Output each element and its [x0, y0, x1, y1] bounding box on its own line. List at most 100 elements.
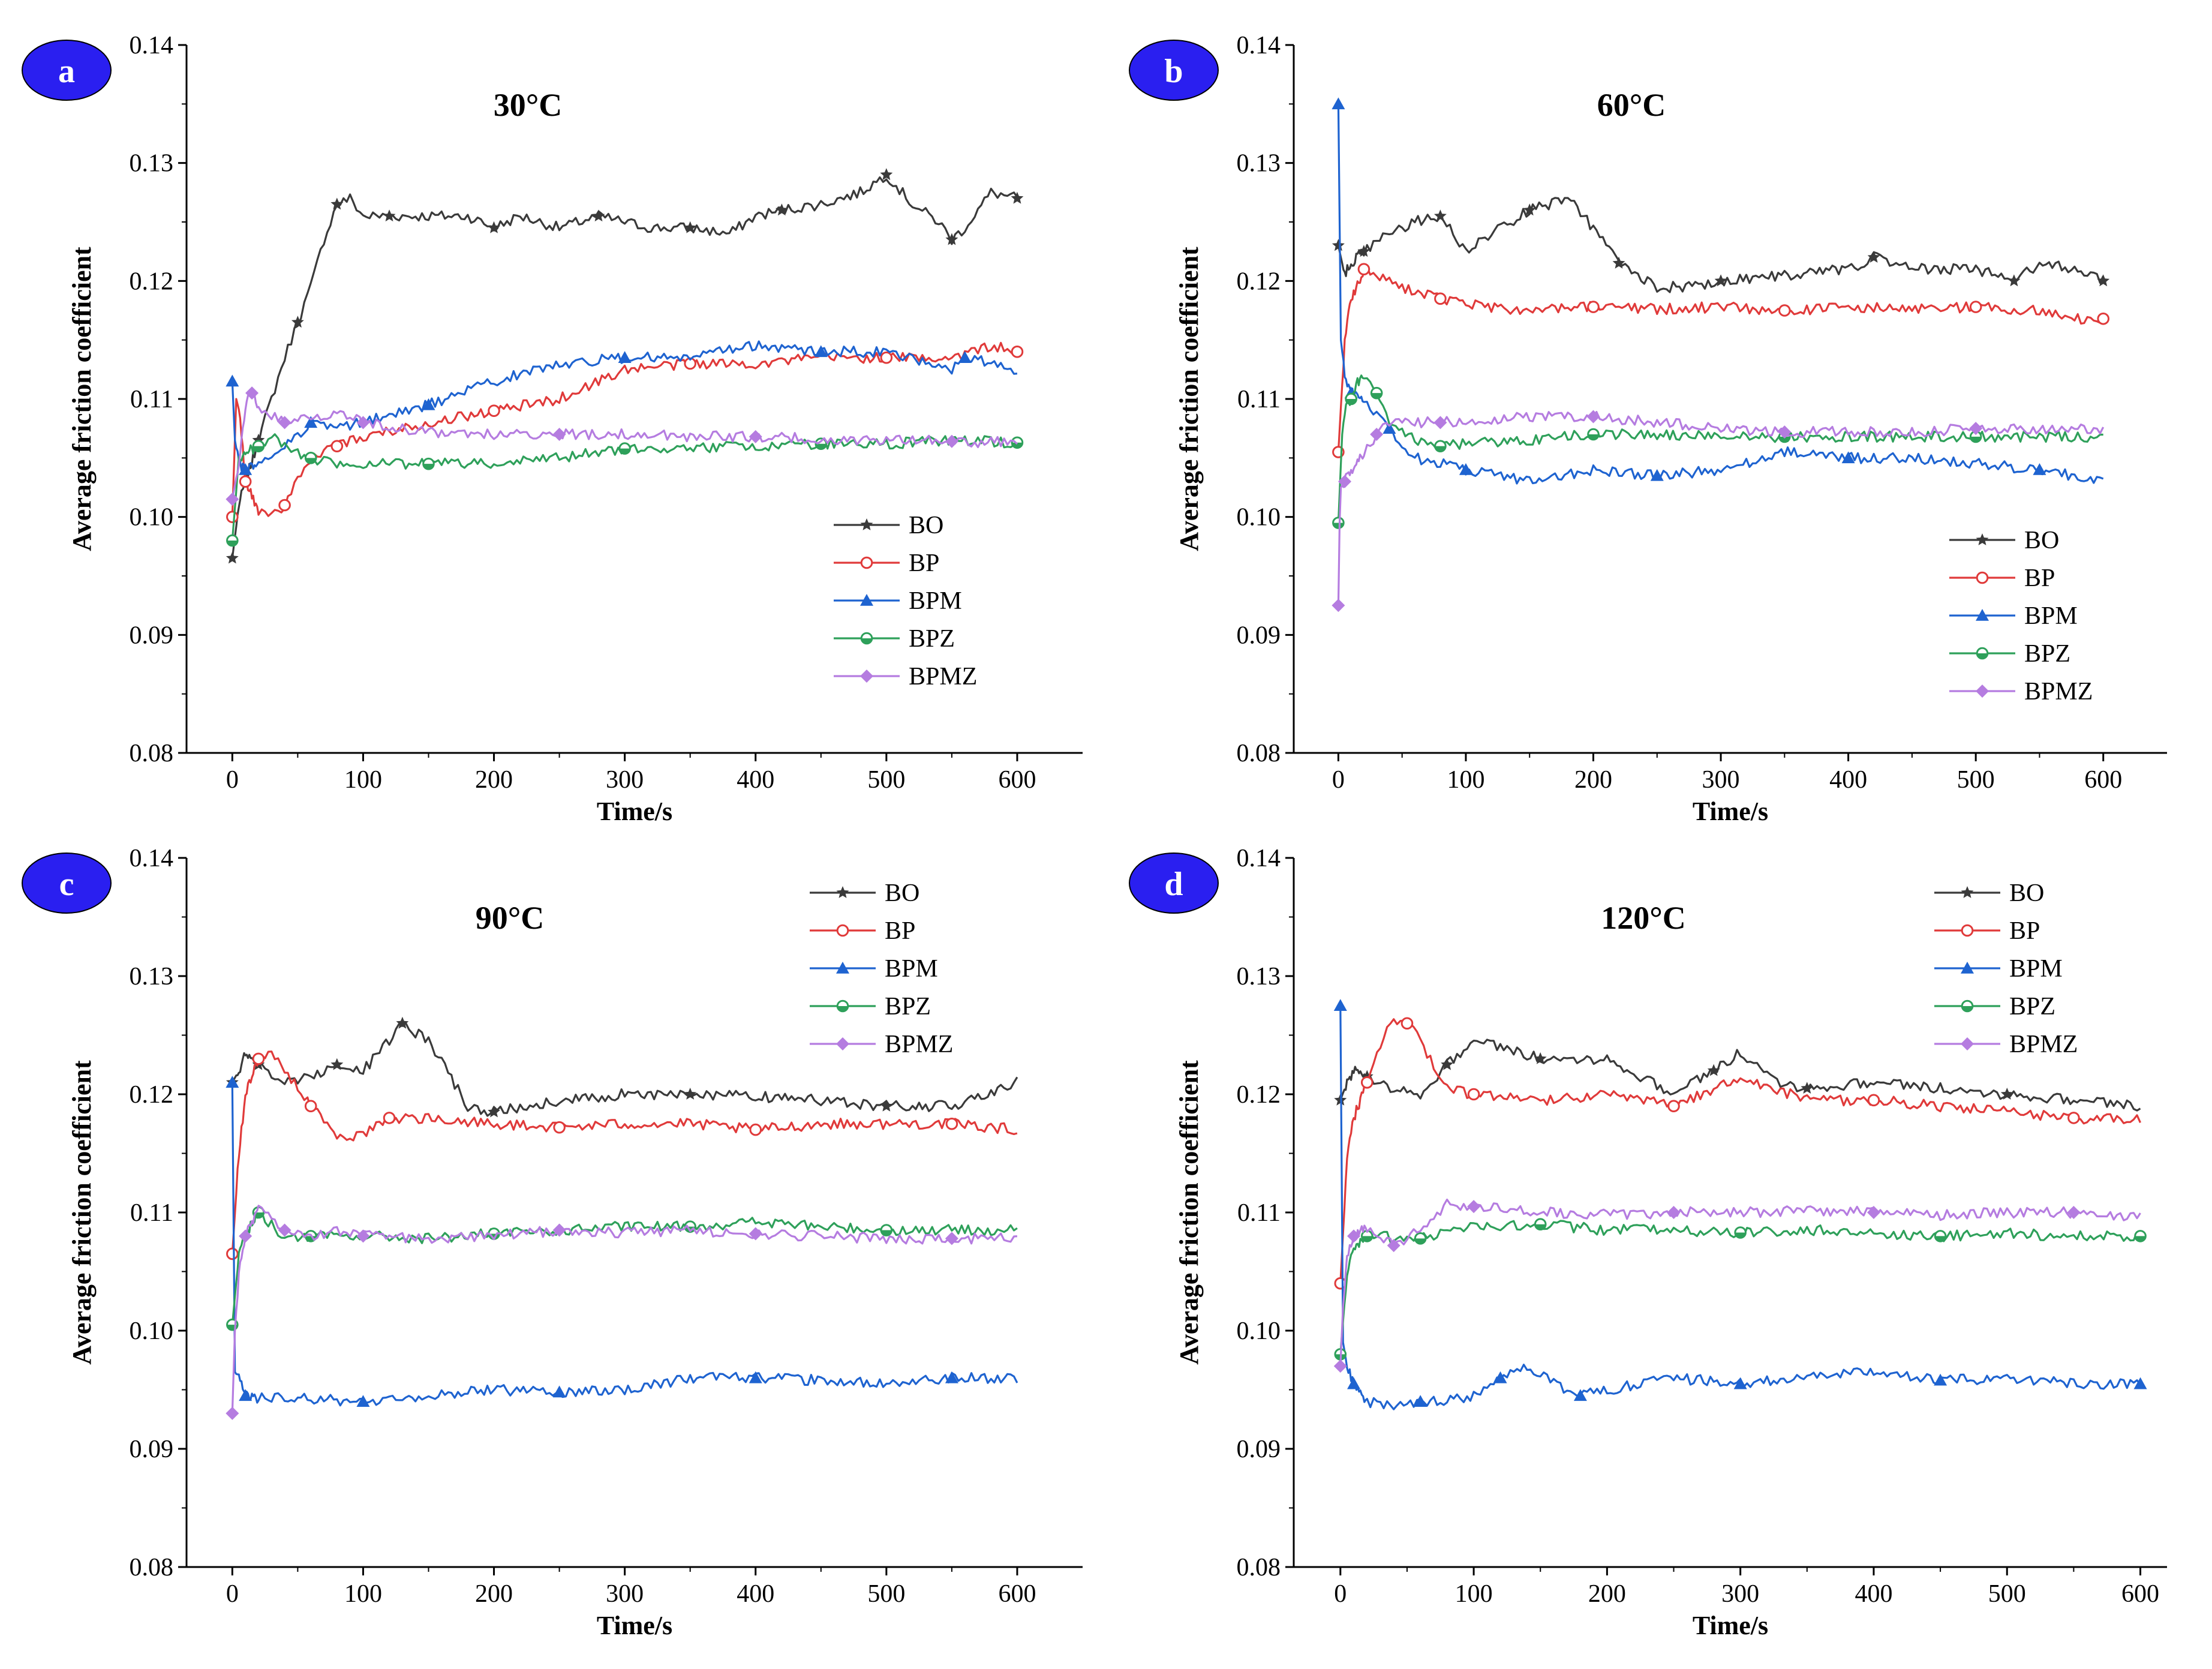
x-axis-title: Time/s — [597, 797, 672, 826]
marker-bpmz — [239, 1229, 253, 1243]
marker-bo — [1612, 256, 1625, 269]
legend-label-bpz: BPZ — [909, 625, 955, 653]
panel-badge-label: b — [1164, 53, 1183, 90]
legend-label-bpmz: BPMZ — [885, 1031, 953, 1058]
legend-label-bp: BP — [2009, 917, 2040, 945]
x-tick-label: 600 — [998, 766, 1036, 794]
legend-label-bpmz: BPMZ — [2024, 678, 2093, 706]
x-tick-label: 300 — [606, 766, 644, 794]
y-tick-label: 0.08 — [130, 740, 174, 767]
legend-marker-bpz-fill — [1962, 1006, 1973, 1011]
marker-bo — [383, 209, 396, 222]
marker-bpmz — [226, 1406, 239, 1420]
x-tick-label: 200 — [475, 766, 513, 794]
marker-bo — [1357, 245, 1371, 257]
y-tick-label: 0.11 — [1237, 386, 1281, 413]
marker-bpm — [356, 1395, 370, 1407]
marker-bo — [1867, 251, 1880, 263]
x-tick-label: 600 — [998, 1580, 1036, 1608]
x-tick-label: 0 — [226, 766, 239, 794]
series-line-bp — [1337, 266, 2105, 452]
series-line-bpmz — [1337, 410, 2105, 606]
legend-marker-bpz-fill — [1977, 653, 1988, 659]
marker-bpm — [226, 374, 239, 387]
legend-label-bpz: BPZ — [885, 993, 931, 1020]
marker-bpmz — [1969, 422, 1983, 436]
marker-bpmz — [1370, 428, 1384, 441]
marker-bp — [1587, 301, 1600, 313]
marker-bpmz — [1338, 475, 1352, 488]
legend-marker-bpm — [1976, 609, 1989, 621]
marker-bpmz — [2067, 1206, 2081, 1219]
marker-bpm — [1841, 451, 1855, 464]
y-tick-label: 0.09 — [130, 1436, 174, 1463]
legend-marker-bpmz — [836, 1037, 849, 1050]
marker-bpm — [1573, 1389, 1587, 1401]
marker-bpmz — [1667, 1206, 1681, 1219]
y-axis-title: Average friction coefficient — [1174, 1060, 1204, 1365]
marker-bo — [330, 197, 344, 210]
y-tick-label: 0.11 — [130, 386, 173, 413]
marker-bpz-fill — [1333, 523, 1344, 529]
x-tick-label: 500 — [1988, 1580, 2026, 1608]
y-axis-title: Average friction coefficient — [67, 247, 97, 551]
legend-label-bpmz: BPMZ — [909, 663, 977, 691]
legend-marker-bp — [860, 556, 873, 569]
legend-marker-bp — [836, 924, 849, 937]
x-tick-label: 200 — [1574, 766, 1612, 794]
marker-bpmz — [278, 416, 291, 430]
legend-marker-bo — [1961, 886, 1974, 898]
marker-bpm — [1733, 1377, 1747, 1389]
y-axis-title: Average friction coefficient — [67, 1060, 97, 1365]
legend-label-bpmz: BPMZ — [2009, 1031, 2078, 1058]
marker-bpm — [945, 1371, 958, 1383]
x-tick-label: 600 — [2084, 766, 2122, 794]
marker-bpz-fill — [305, 458, 316, 464]
legend-label-bpz: BPZ — [2009, 993, 2055, 1020]
marker-bo — [880, 168, 893, 181]
legend-marker-bpz-fill — [837, 1006, 848, 1011]
series-line-bo — [1337, 197, 2105, 293]
marker-bo — [488, 221, 500, 233]
marker-bo — [1441, 1058, 1454, 1070]
series-line-bpm — [1339, 1005, 2141, 1410]
marker-bo — [1534, 1052, 1547, 1064]
legend-label-bo: BO — [909, 512, 943, 539]
y-tick-label: 0.08 — [130, 1554, 174, 1581]
marker-bpmz — [749, 1227, 762, 1241]
marker-bpm — [958, 351, 972, 363]
marker-bpz-fill — [227, 541, 238, 546]
x-tick-label: 300 — [1721, 1580, 1759, 1608]
series-line-bp — [1339, 1018, 2141, 1284]
marker-bo — [226, 551, 239, 564]
legend-label-bo: BO — [885, 879, 919, 907]
marker-bpz-fill — [1371, 393, 1382, 398]
legend-marker-bo — [836, 886, 849, 898]
marker-bp — [239, 475, 252, 488]
panel-badge — [22, 40, 112, 101]
marker-bp — [1434, 292, 1447, 305]
y-tick-label: 0.11 — [1237, 1199, 1281, 1227]
legend-marker-bpz-fill — [861, 638, 872, 644]
marker-bpmz — [226, 493, 239, 506]
marker-bpmz — [1778, 425, 1792, 439]
panel-badge-label: c — [59, 866, 74, 903]
panel-title: 120°C — [1601, 900, 1686, 936]
panel-title: 90°C — [476, 900, 545, 936]
chart-panel-b: 0.08 0.09 0.10 0.11 0.12 0.13 0.14 0 100 200 300 40… — [1129, 32, 2167, 826]
legend-marker-bpmz — [1976, 685, 1989, 698]
marker-bpm — [1332, 97, 1345, 110]
x-tick-label: 100 — [1447, 766, 1484, 794]
y-tick-label: 0.12 — [1237, 1081, 1281, 1109]
panel-title: 60°C — [1597, 87, 1666, 123]
marker-bpz-fill — [881, 1230, 892, 1236]
series-line-bpz — [1339, 1220, 2141, 1355]
x-tick-label: 100 — [1455, 1580, 1493, 1608]
marker-bp — [278, 499, 291, 512]
x-tick-label: 500 — [867, 766, 905, 794]
series-line-bpz — [1337, 374, 2103, 523]
marker-bp — [1778, 304, 1791, 317]
legend-marker-bo — [1976, 533, 1989, 545]
series-line-bpmz — [1339, 1198, 2141, 1367]
marker-bp — [252, 1052, 265, 1065]
